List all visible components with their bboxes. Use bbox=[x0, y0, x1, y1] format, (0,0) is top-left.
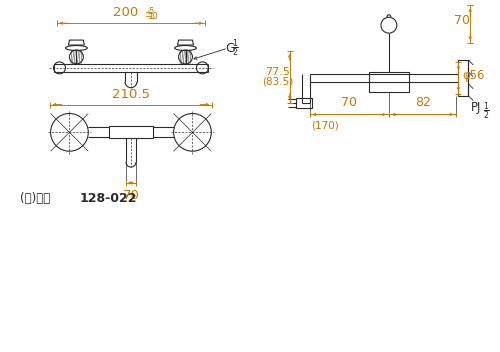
Text: PJ: PJ bbox=[471, 101, 482, 114]
Text: $\frac{1}{2}$: $\frac{1}{2}$ bbox=[483, 101, 490, 122]
Text: 210.5: 210.5 bbox=[112, 88, 150, 101]
Text: ±: ± bbox=[144, 9, 152, 19]
Text: G: G bbox=[225, 42, 235, 55]
Text: 70: 70 bbox=[454, 14, 470, 27]
Text: 200: 200 bbox=[114, 6, 138, 19]
Text: 128-022: 128-022 bbox=[80, 192, 137, 205]
Text: 82: 82 bbox=[414, 95, 430, 108]
Text: (170): (170) bbox=[312, 120, 340, 131]
Text: $\frac{1}{2}$: $\frac{1}{2}$ bbox=[232, 37, 239, 59]
Text: 5: 5 bbox=[149, 7, 154, 16]
Text: φ56: φ56 bbox=[462, 69, 485, 82]
Text: 70: 70 bbox=[341, 95, 357, 108]
Text: 70: 70 bbox=[122, 189, 140, 202]
Text: 10: 10 bbox=[148, 12, 158, 21]
Text: 77.5: 77.5 bbox=[266, 67, 290, 77]
Text: (83.5): (83.5) bbox=[262, 77, 294, 87]
Text: (　)内は: ( )内は bbox=[20, 192, 50, 205]
